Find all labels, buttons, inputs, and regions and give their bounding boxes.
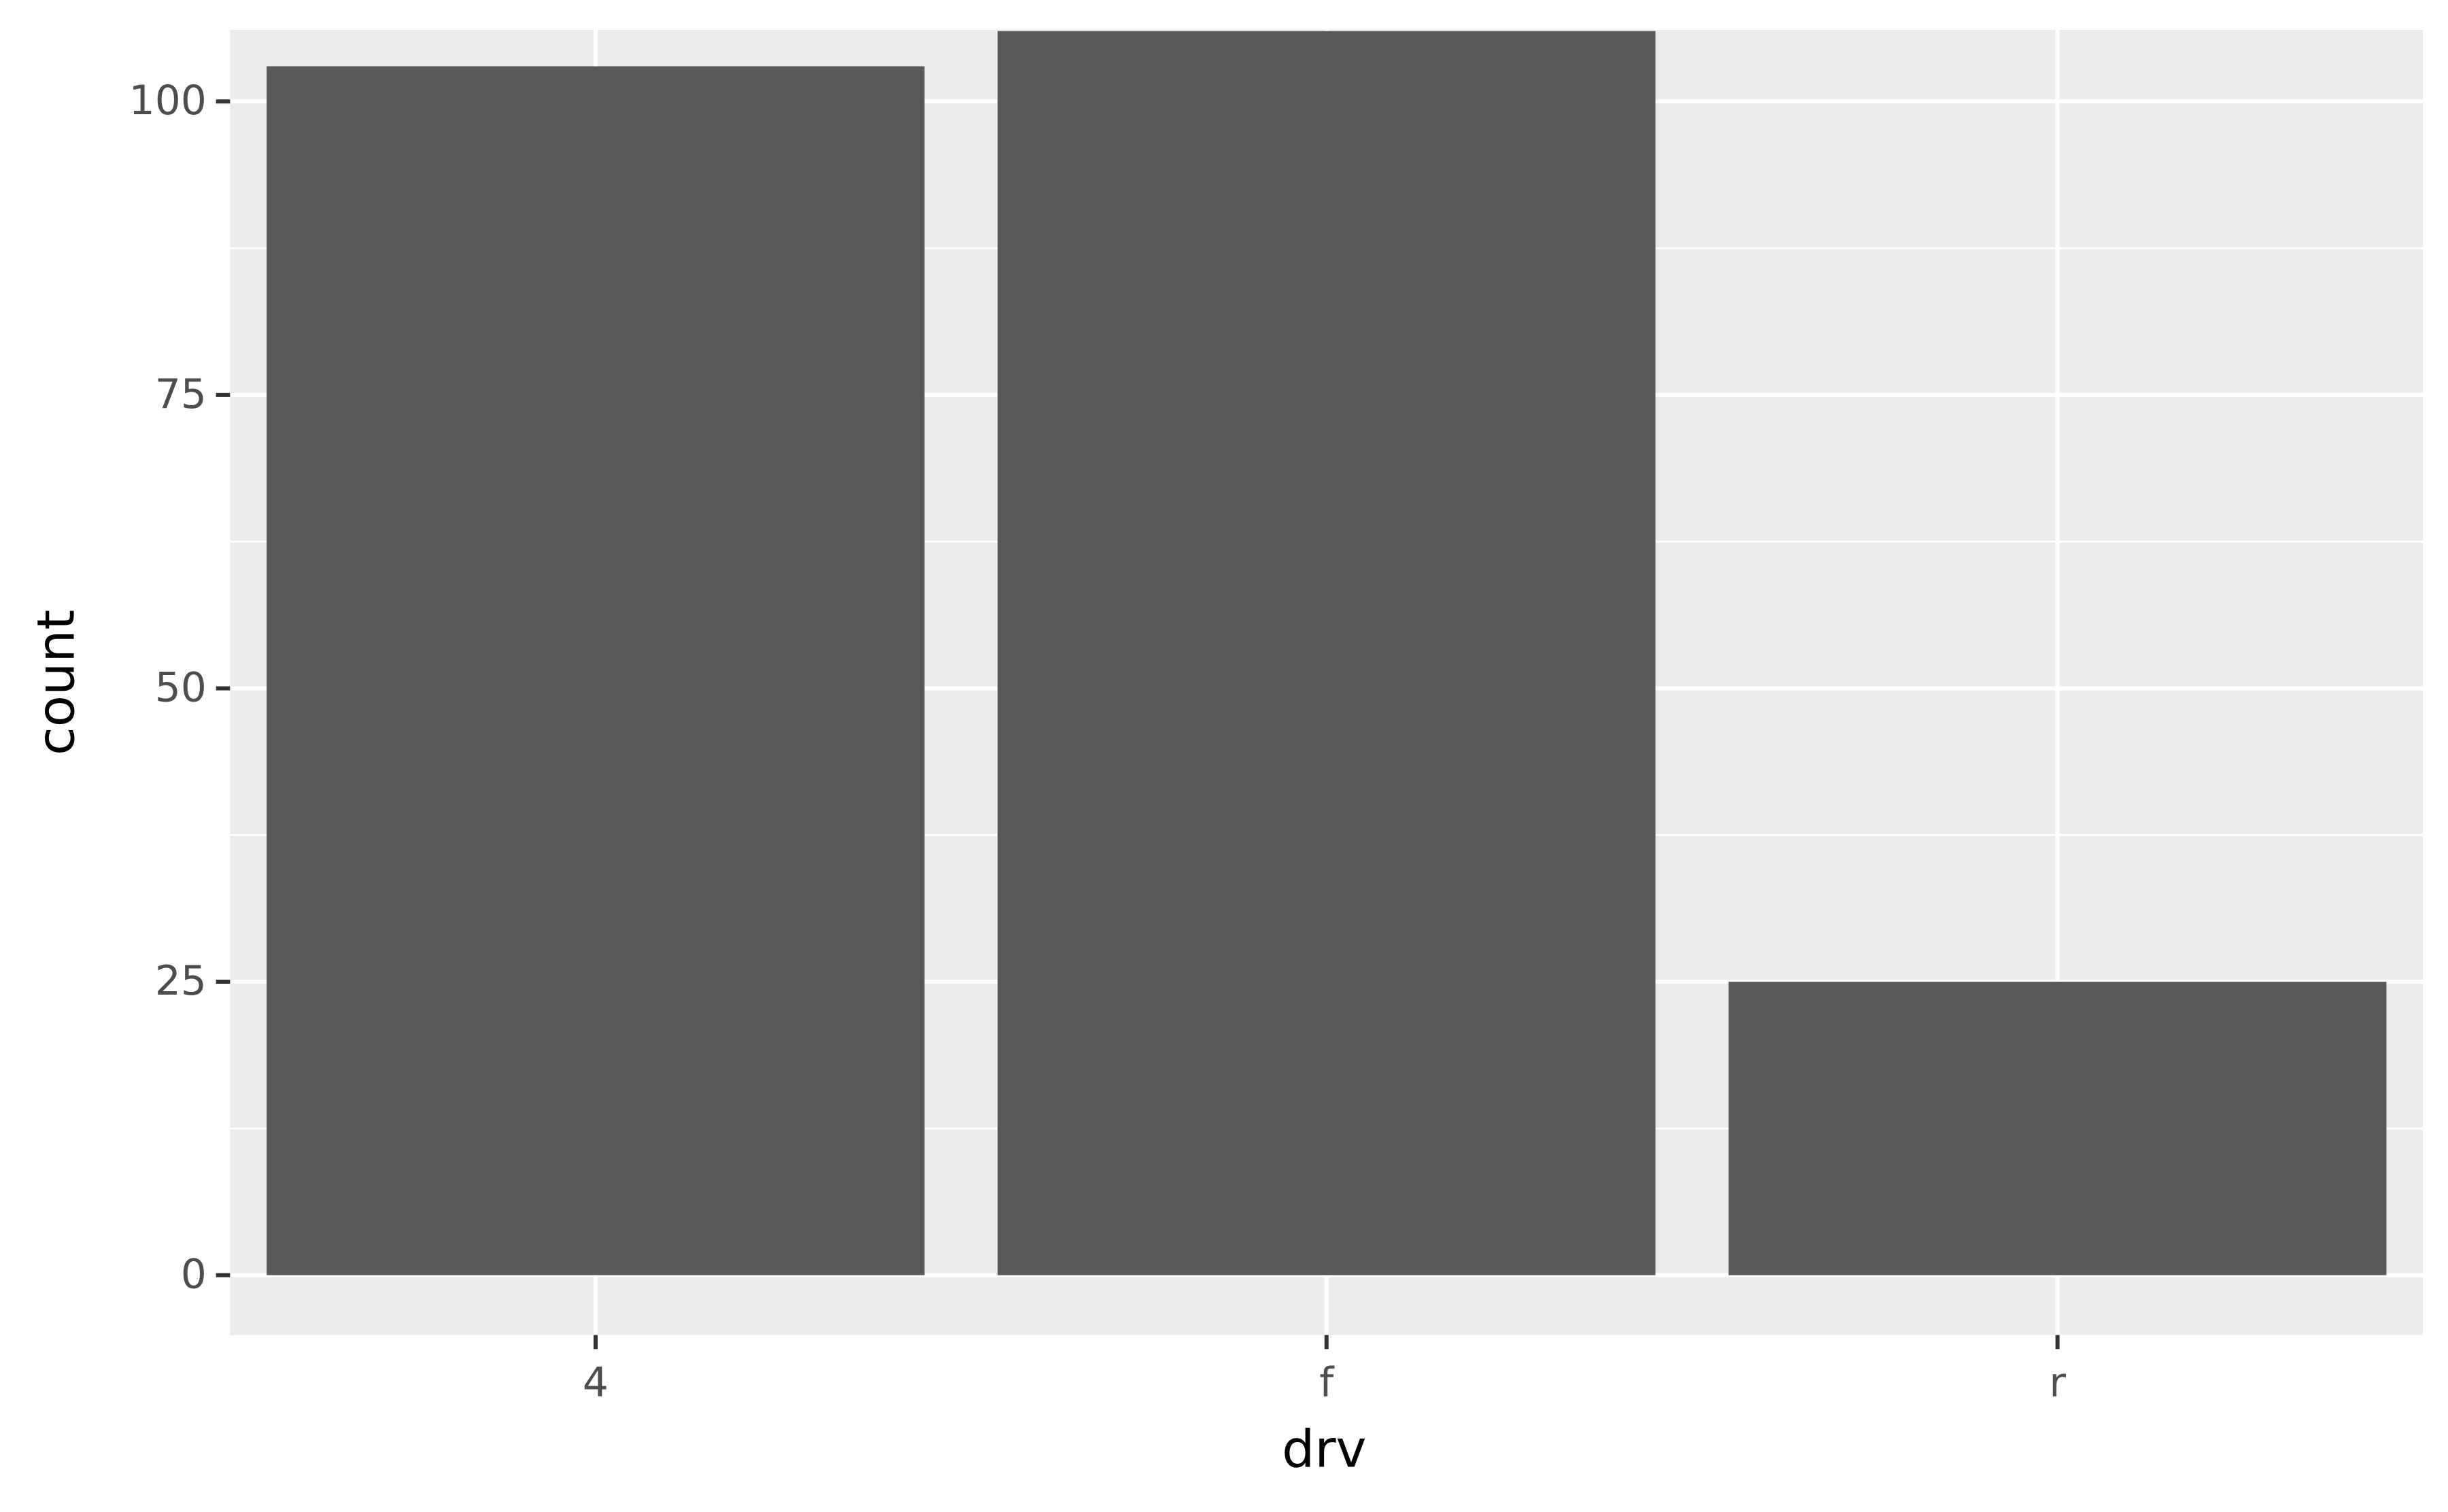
y-tick-label: 50 [155, 664, 207, 711]
x-tick-label: r [2049, 1359, 2066, 1407]
bar [998, 31, 1656, 1275]
bar [1728, 982, 2387, 1275]
x-tick-label: f [1319, 1359, 1335, 1407]
y-tick-label: 25 [155, 957, 207, 1005]
x-axis-title: drv [1282, 1419, 1366, 1479]
y-tick-label: 0 [181, 1251, 207, 1299]
x-tick-label: 4 [583, 1359, 609, 1407]
y-tick-label: 75 [155, 371, 207, 418]
bar [267, 66, 925, 1275]
y-axis-title: count [26, 610, 86, 755]
y-tick-label: 100 [129, 77, 207, 124]
